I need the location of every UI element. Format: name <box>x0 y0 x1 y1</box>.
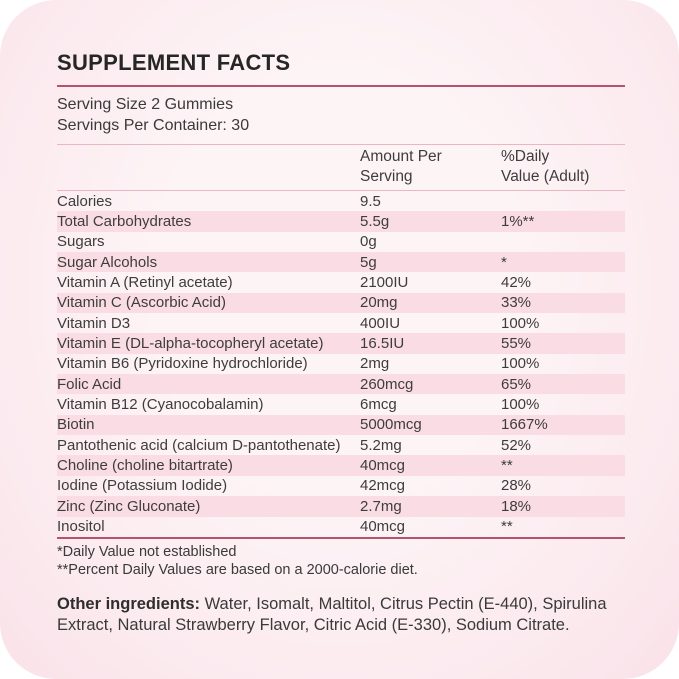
cell-nutrient: Inositol <box>57 518 105 536</box>
cell-amount: 40mcg <box>360 518 406 536</box>
table-row: Choline (choline bitartrate) 40mcg ** <box>57 455 625 476</box>
cell-nutrient: Biotin <box>57 416 95 434</box>
cell-daily-value: ** <box>501 457 513 475</box>
other-ingredients-label: Other ingredients: <box>57 594 201 613</box>
column-header-daily-line2: Value (Adult) <box>501 168 590 185</box>
cell-amount: 400IU <box>360 314 401 332</box>
cell-amount: 2100IU <box>360 274 409 292</box>
cell-nutrient: Choline (choline bitartrate) <box>57 457 233 475</box>
cell-amount: 16.5IU <box>360 335 405 353</box>
table-row: Vitamin B6 (Pyridoxine hydrochloride) 2mg… <box>57 354 625 374</box>
table-bottom-divider <box>57 536 625 539</box>
footnotes: *Daily Value not established **Percent D… <box>57 539 625 580</box>
table-row: Sugars 0g <box>57 232 625 252</box>
cell-daily-value: 28% <box>501 477 532 495</box>
column-header-amount-line2: Serving <box>360 168 413 185</box>
table-row: Total Carbohydrates 5.5g 1%** <box>57 211 625 232</box>
cell-daily-value: 1667% <box>501 416 548 434</box>
cell-amount: 5g <box>360 253 377 271</box>
other-ingredients-paragraph: Other ingredients: Water, Isomalt, Malti… <box>57 594 637 637</box>
cell-nutrient: Vitamin A (Retinyl acetate) <box>57 274 233 292</box>
cell-nutrient: Folic Acid <box>57 375 122 393</box>
cell-nutrient: Vitamin E (DL-alpha-tocopheryl acetate) <box>57 335 324 353</box>
table-row: Vitamin D3 400IU 100% <box>57 313 625 333</box>
column-header-daily: %Daily Value (Adult) <box>501 147 625 187</box>
table-row: Folic Acid 260mcg 65% <box>57 374 625 395</box>
cell-nutrient: Vitamin B6 (Pyridoxine hydrochloride) <box>57 355 308 373</box>
cell-daily-value: 100% <box>501 396 540 414</box>
table-row: Calories 9.5 <box>57 191 625 211</box>
supplement-facts-panel: SUPPLEMENT FACTS Serving Size 2 Gummies … <box>57 50 625 637</box>
footnote-daily-value: *Daily Value not established <box>57 543 237 560</box>
table-row: Zinc (Zinc Gluconate) 2.7mg 18% <box>57 496 625 517</box>
cell-amount: 0g <box>360 233 377 251</box>
cell-nutrient: Vitamin B12 (Cyanocobalamin) <box>57 396 264 414</box>
footnote-percent-values: **Percent Daily Values are based on a 20… <box>57 562 418 579</box>
cell-nutrient: Sugars <box>57 233 105 251</box>
table-row: Iodine (Potassium Iodide) 42mcg 28% <box>57 476 625 496</box>
servings-per-container-text: Servings Per Container: 30 <box>57 117 250 134</box>
cell-amount: 6mcg <box>360 396 397 414</box>
cell-daily-value: ** <box>501 518 513 536</box>
table-row: Vitamin A (Retinyl acetate) 2100IU 42% <box>57 272 625 292</box>
cell-daily-value: 18% <box>501 497 532 515</box>
cell-daily-value: 55% <box>501 335 532 353</box>
table-row: Vitamin B12 (Cyanocobalamin) 6mcg 100% <box>57 394 625 414</box>
cell-daily-value: 42% <box>501 274 532 292</box>
cell-daily-value: * <box>501 253 507 271</box>
cell-amount: 2mg <box>360 355 390 373</box>
header-divider-bottom <box>57 190 625 191</box>
cell-amount: 5.2mg <box>360 436 402 454</box>
other-ingredients-text: Water, Isomalt, Maltitol, Citrus Pectin … <box>57 594 607 635</box>
cell-amount: 260mcg <box>360 375 414 393</box>
cell-nutrient: Total Carbohydrates <box>57 213 192 231</box>
facts-table-body: Calories 9.5 Total Carbohydrates 5.5g 1%** Su… <box>57 191 625 537</box>
table-row: Sugar Alcohols 5g * <box>57 252 625 273</box>
cell-amount: 5000mcg <box>360 416 422 434</box>
cell-daily-value: 65% <box>501 375 532 393</box>
column-header-row: Amount Per Serving %Daily Value (Adult) <box>57 145 625 190</box>
cell-nutrient: Vitamin D3 <box>57 314 131 332</box>
cell-daily-value: 1%** <box>501 213 535 231</box>
cell-nutrient: Calories <box>57 192 113 210</box>
cell-daily-value: 52% <box>501 436 532 454</box>
table-row: Pantothenic acid (calcium D-pantothenate… <box>57 435 625 455</box>
column-header-amount-line1: Amount Per <box>360 148 442 165</box>
page-title: SUPPLEMENT FACTS <box>57 50 291 75</box>
cell-nutrient: Vitamin C (Ascorbic Acid) <box>57 294 226 312</box>
cell-nutrient: Pantothenic acid (calcium D-pantothenate… <box>57 436 341 454</box>
column-header-amount: Amount Per Serving <box>360 147 501 187</box>
table-row: Inositol 40mcg ** <box>57 517 625 537</box>
cell-nutrient: Zinc (Zinc Gluconate) <box>57 497 201 515</box>
cell-daily-value: 100% <box>501 314 540 332</box>
cell-amount: 2.7mg <box>360 497 402 515</box>
header-divider-top <box>57 144 625 145</box>
table-row: Biotin 5000mcg 1667% <box>57 414 625 436</box>
cell-daily-value: 33% <box>501 294 532 312</box>
cell-amount: 5.5g <box>360 213 390 231</box>
cell-amount: 9.5 <box>360 192 381 210</box>
cell-amount: 42mcg <box>360 477 406 495</box>
title-divider <box>57 85 625 87</box>
cell-nutrient: Sugar Alcohols <box>57 253 158 271</box>
column-header-daily-line1: %Daily <box>501 148 550 165</box>
cell-amount: 20mg <box>360 294 398 312</box>
serving-info: Serving Size 2 Gummies Servings Per Cont… <box>57 87 625 144</box>
cell-amount: 40mcg <box>360 457 406 475</box>
cell-nutrient: Iodine (Potassium Iodide) <box>57 477 228 495</box>
cell-daily-value: 100% <box>501 355 540 373</box>
table-row: Vitamin E (DL-alpha-tocopheryl acetate) 1… <box>57 333 625 354</box>
table-row: Vitamin C (Ascorbic Acid) 20mg 33% <box>57 292 625 314</box>
serving-size-text: Serving Size 2 Gummies <box>57 96 234 113</box>
